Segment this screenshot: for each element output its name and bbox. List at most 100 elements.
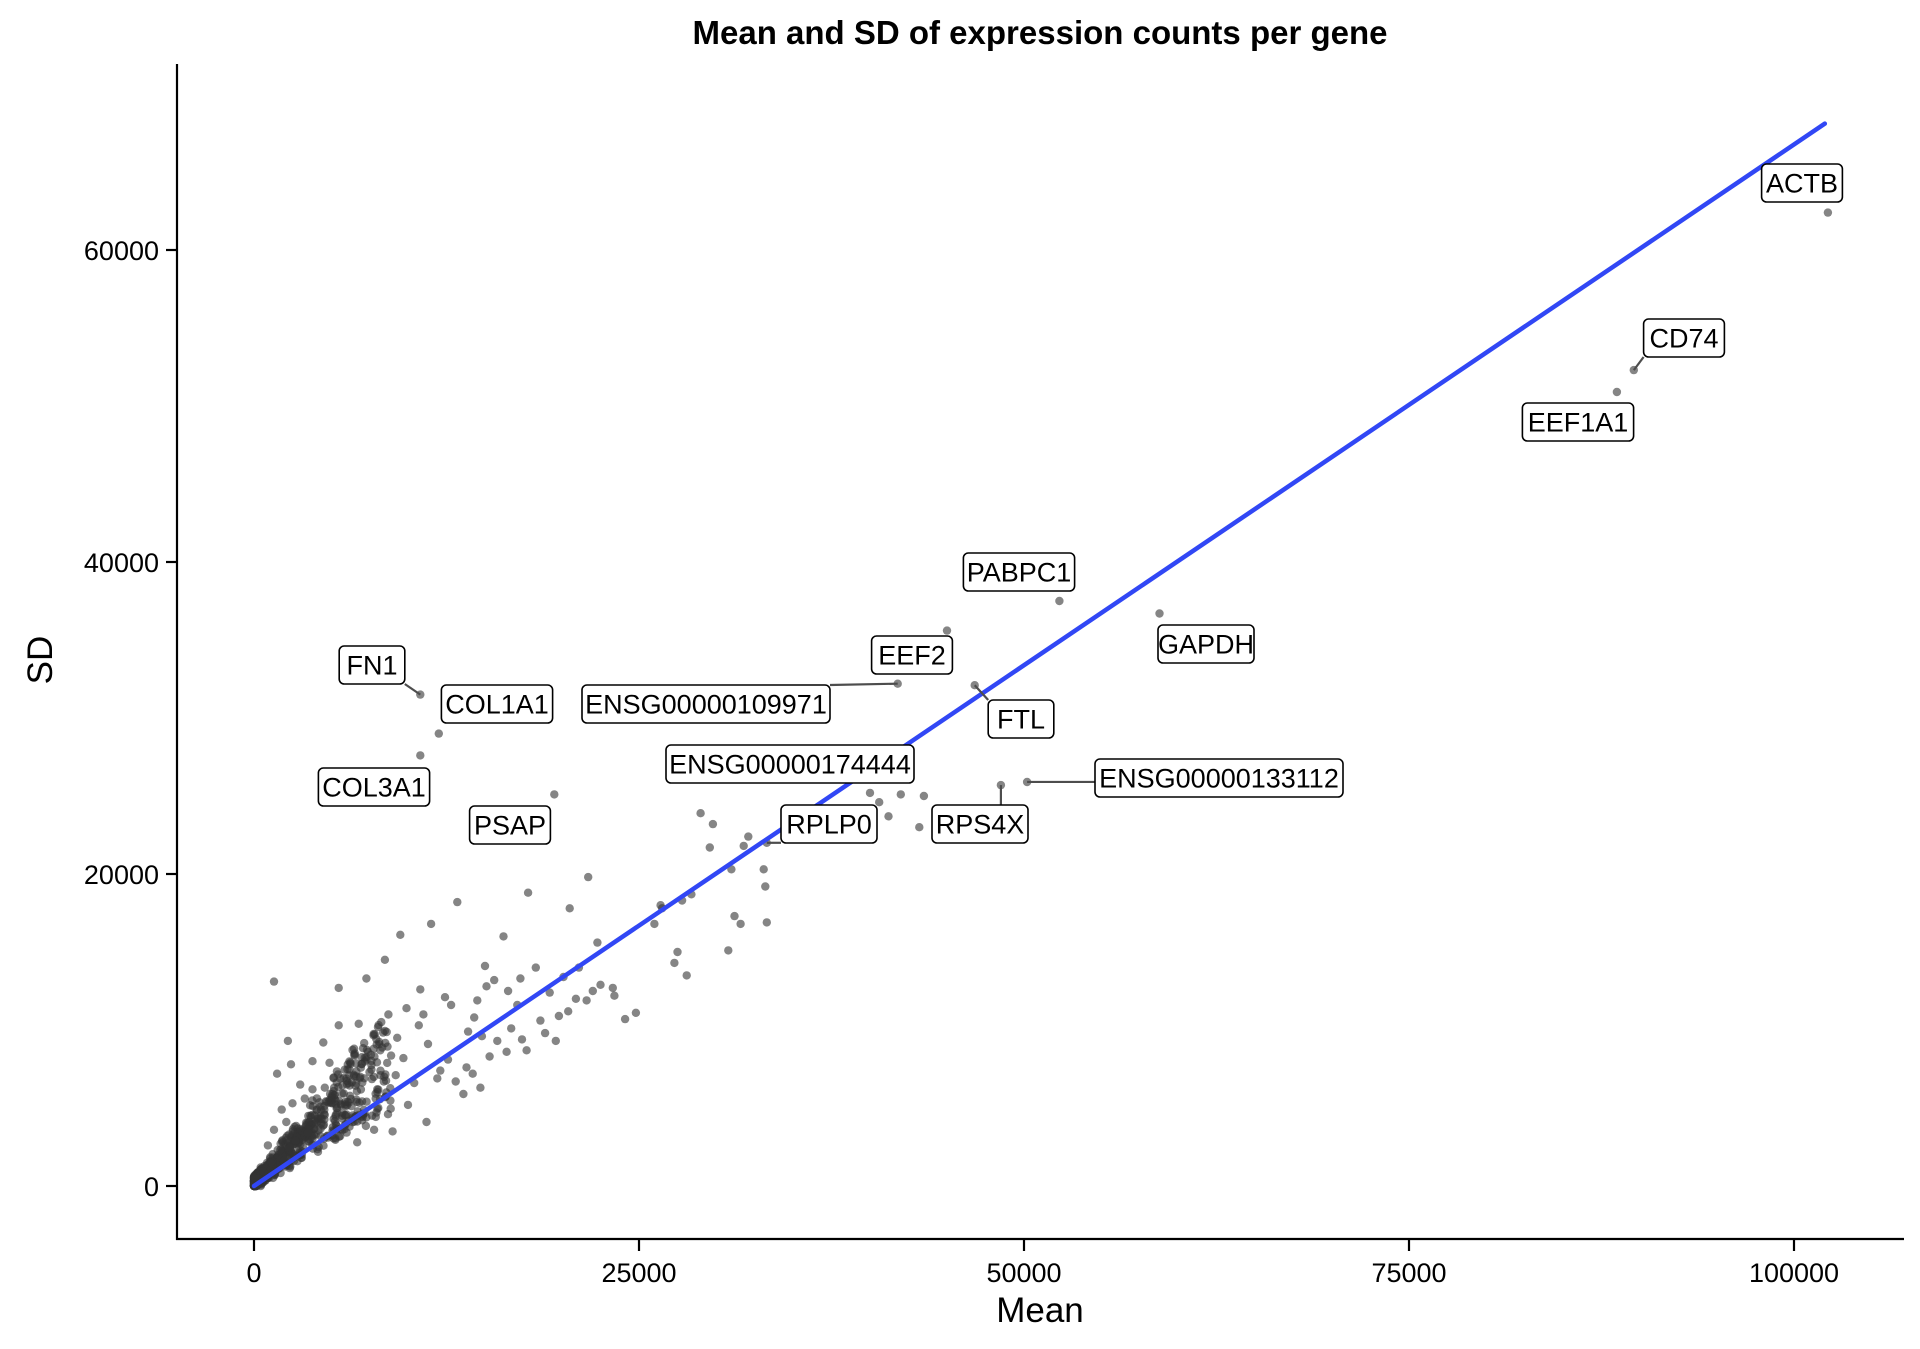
data-point xyxy=(300,1094,309,1103)
data-point xyxy=(362,1053,371,1062)
data-point xyxy=(365,1067,374,1077)
data-point xyxy=(499,932,508,941)
data-point xyxy=(272,1069,282,1078)
data-point xyxy=(336,1131,345,1141)
y-axis-ticks: 0 20000 40000 60000 xyxy=(84,236,177,1202)
data-point xyxy=(536,1016,545,1025)
data-point xyxy=(373,1022,383,1032)
data-point xyxy=(291,1136,300,1146)
data-point xyxy=(446,1000,456,1010)
gene-label-text: EEF1A1 xyxy=(1528,408,1629,438)
data-point xyxy=(276,1145,285,1155)
data-point xyxy=(333,1103,342,1113)
data-point xyxy=(317,1114,326,1124)
data-point xyxy=(650,919,659,929)
gene-label-text: FTL xyxy=(997,705,1045,735)
label-leader-cd74 xyxy=(1632,356,1645,371)
data-point xyxy=(554,1011,564,1021)
data-point xyxy=(399,1053,408,1063)
leader-layer xyxy=(404,356,1645,844)
data-point xyxy=(369,1125,379,1135)
gene-label-rplp0: RPLP0 xyxy=(780,804,878,844)
data-point xyxy=(761,882,770,891)
data-point xyxy=(423,1039,433,1049)
data-point xyxy=(670,958,679,968)
data-point xyxy=(388,1127,397,1136)
gene-label-pabpc1: PABPC1 xyxy=(962,552,1076,592)
data-point xyxy=(353,1138,362,1147)
data-point xyxy=(565,904,574,913)
data-point xyxy=(376,1046,385,1055)
data-point xyxy=(380,1026,390,1036)
label-leader-ftl xyxy=(973,684,990,701)
data-point xyxy=(282,1117,291,1127)
data-point xyxy=(453,897,462,907)
data-point-eef1a1 xyxy=(1612,387,1622,397)
data-point xyxy=(582,996,591,1005)
data-point xyxy=(730,911,739,921)
gene-label-text: GAPDH xyxy=(1158,630,1254,660)
data-point xyxy=(762,918,771,927)
gene-label-box xyxy=(338,645,406,685)
data-point-ensg00000174444 xyxy=(865,788,875,798)
data-point xyxy=(349,1044,359,1053)
data-point xyxy=(485,1052,494,1061)
data-point xyxy=(564,1007,573,1016)
gene-label-text: ENSG00000133112 xyxy=(1099,764,1339,794)
x-tick-label: 25000 xyxy=(601,1258,676,1288)
data-point xyxy=(403,1100,413,1110)
data-point xyxy=(342,1074,351,1083)
label-layer: ACTB CD74 EEF1A1 PABPC1 GAPDH EEF2 FTL ENSG0000… xyxy=(317,163,1844,845)
x-tick-label: 0 xyxy=(246,1258,261,1288)
label-leader-fn1 xyxy=(404,683,421,696)
data-point xyxy=(584,872,593,882)
data-point-eef2 xyxy=(942,626,952,635)
data-point xyxy=(516,974,525,983)
gene-label-eef1a1: EEF1A1 xyxy=(1521,402,1635,442)
x-axis-ticks: 0 25000 50000 75000 100000 xyxy=(246,1240,1839,1288)
data-point xyxy=(331,1096,340,1105)
data-point xyxy=(269,977,279,986)
data-point xyxy=(269,1125,279,1135)
data-point xyxy=(875,798,884,807)
data-point xyxy=(369,1031,378,1040)
data-point xyxy=(371,1112,380,1122)
gene-label-text: ENSG00000174444 xyxy=(669,750,911,780)
data-point xyxy=(896,790,905,799)
points-layer xyxy=(249,208,1833,1191)
data-point-gapdh xyxy=(1155,609,1164,618)
data-point xyxy=(325,1058,334,1068)
data-point-col1a1 xyxy=(434,729,443,738)
data-point xyxy=(473,996,482,1005)
data-point xyxy=(620,1014,630,1024)
data-point xyxy=(315,1098,324,1107)
data-point xyxy=(596,980,605,989)
data-point xyxy=(373,1085,382,1094)
data-point xyxy=(673,947,682,957)
data-point xyxy=(345,1057,354,1066)
gene-label-ensg00000133112: ENSG00000133112 xyxy=(1094,758,1344,798)
data-point xyxy=(522,1046,531,1055)
data-point xyxy=(362,1113,371,1122)
data-point xyxy=(381,1038,390,1048)
data-point xyxy=(393,1033,402,1043)
data-point xyxy=(277,1105,286,1114)
gene-label-text: FN1 xyxy=(346,651,397,681)
data-point xyxy=(334,1021,343,1030)
data-point xyxy=(334,983,343,993)
y-tick-label: 40000 xyxy=(84,548,159,578)
y-tick-label: 60000 xyxy=(84,236,159,266)
gene-label-text: PABPC1 xyxy=(967,558,1072,588)
data-point xyxy=(545,988,554,997)
gene-label-box xyxy=(780,804,878,844)
data-point xyxy=(593,938,602,947)
data-point xyxy=(493,1036,502,1046)
data-point xyxy=(705,843,714,852)
gene-label-gapdh: GAPDH xyxy=(1157,624,1255,664)
gene-label-fn1: FN1 xyxy=(338,645,406,685)
data-point xyxy=(396,930,405,939)
data-point xyxy=(571,994,581,1003)
data-point xyxy=(373,1104,382,1114)
data-point xyxy=(352,1059,361,1068)
